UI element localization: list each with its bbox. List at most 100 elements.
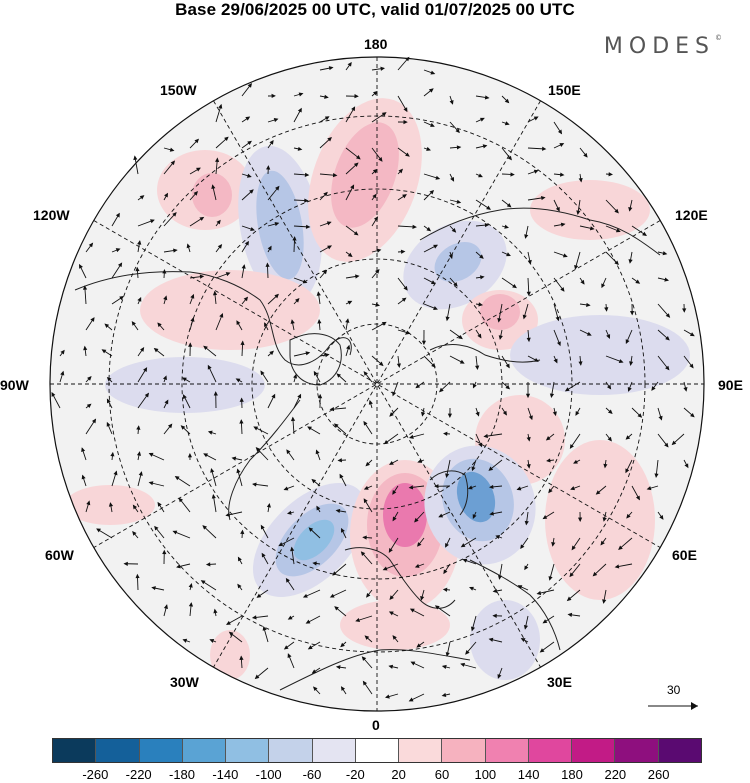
wind-arrow-head <box>392 635 397 640</box>
wind-arrow-head <box>269 350 274 356</box>
wind-arrow-head <box>326 221 332 226</box>
wind-arrow-head <box>412 224 417 229</box>
wind-arrow-head <box>271 393 276 399</box>
wind-arrow-head <box>408 697 414 702</box>
wind-arrow-head <box>246 173 252 178</box>
anomaly-positive <box>383 483 427 547</box>
wind-arrow-head <box>602 517 607 522</box>
colorbar-tick-label: 220 <box>604 767 627 782</box>
wind-arrow-head <box>545 436 551 441</box>
wind-arrow-head <box>603 463 608 469</box>
wind-arrow-head <box>405 330 411 335</box>
wind-arrow-head <box>524 520 529 526</box>
wind-arrow-head <box>123 561 128 566</box>
wind-arrow-head <box>119 296 124 301</box>
wind-arrow-head <box>366 593 371 598</box>
wind-arrow-head <box>176 564 181 569</box>
wind-arrow-head <box>245 116 251 121</box>
lon-label-150w: 150W <box>160 82 197 98</box>
wind-arrow-head <box>522 314 527 320</box>
wind-arrow-head <box>478 302 484 307</box>
colorbar-swatch <box>53 739 97 762</box>
wind-arrow-head <box>378 361 384 367</box>
wind-arrow-head <box>401 297 407 302</box>
wind-arrow-head <box>400 249 406 254</box>
wind-arrow-head <box>534 357 539 362</box>
wind-arrow-head <box>553 358 558 364</box>
wind-arrow-head <box>441 692 447 697</box>
wind-arrow-head <box>536 590 542 596</box>
colorbar-swatch <box>355 739 400 762</box>
colorbar-tick-label: -60 <box>302 767 322 782</box>
wind-arrow-head <box>196 167 201 172</box>
wind-arrow-head <box>533 116 539 121</box>
wind-arrow-head <box>180 425 186 430</box>
wind-arrow-head <box>414 517 419 523</box>
wind-arrow-head <box>426 146 431 151</box>
wind-arrow-head <box>264 322 268 328</box>
wind-arrow-head <box>305 619 311 624</box>
wind-arrow-head <box>607 436 612 442</box>
wind-arrow-head <box>559 172 565 177</box>
wind-arrow-head <box>135 573 140 579</box>
wind-arrow-head <box>202 525 208 530</box>
wind-arrow-head <box>460 543 466 548</box>
wind-arrow-head <box>625 435 631 440</box>
colorbar-tick-label: 100 <box>474 767 497 782</box>
lon-label-120w: 120W <box>33 207 70 223</box>
wind-arrow-head <box>375 302 381 307</box>
wind-arrow-head <box>216 219 221 225</box>
wind-arrow-head <box>199 274 205 279</box>
wind-arrow-head <box>211 184 216 189</box>
wind-arrow-head <box>441 664 447 669</box>
wind-arrow-head <box>231 456 237 461</box>
wind-arrow-head <box>188 582 193 588</box>
wind-arrow-head <box>104 323 110 329</box>
wind-arrow-head <box>458 334 463 340</box>
coastline <box>429 344 541 363</box>
wind-arrow-head <box>353 231 359 236</box>
wind-arrow-head <box>157 322 162 328</box>
wind-arrow-head <box>573 459 578 464</box>
wind-arrow-head <box>506 203 512 208</box>
wind-arrow-head <box>580 279 585 285</box>
wind-arrow-head <box>362 535 367 540</box>
wind-arrow-head <box>274 293 279 299</box>
wind-arrow-head <box>325 353 330 358</box>
wind-arrow-head <box>380 66 386 71</box>
wind-arrow-head <box>362 680 368 686</box>
wind-arrow-head <box>477 333 482 339</box>
wind-arrow-head <box>347 252 353 258</box>
colorbar-tick-label: -260 <box>82 767 109 782</box>
wind-arrow-head <box>635 279 641 284</box>
modes-logo: MODES© <box>604 34 722 59</box>
wind-arrow-head <box>559 143 565 147</box>
wind-arrow-head <box>290 319 295 324</box>
wind-arrow-head <box>488 484 494 489</box>
wind-arrow-head <box>247 140 252 146</box>
wind-arrow-head <box>324 94 329 99</box>
vector-scale-label: 30 <box>667 683 681 697</box>
wind-arrow-head <box>421 340 427 346</box>
wind-arrow-head <box>167 423 173 429</box>
colorbar-tick-label: 60 <box>434 767 450 782</box>
wind-arrow-head <box>381 321 387 326</box>
wind-arrow-head <box>333 423 339 428</box>
anomaly-positive <box>210 630 250 680</box>
wind-arrow-head <box>520 638 526 643</box>
wind-arrow-head <box>304 172 310 177</box>
wind-arrow-head <box>548 576 553 581</box>
coastline <box>429 470 469 516</box>
wind-arrow-head <box>287 653 292 658</box>
wind-arrow-head <box>383 439 389 445</box>
wind-arrow-head <box>225 272 231 277</box>
wind-arrow-head <box>618 359 624 364</box>
wind-arrow-head <box>430 280 436 285</box>
wind-arrow-head <box>504 121 510 126</box>
wind-arrow-head <box>403 119 408 125</box>
wind-arrow-head <box>256 593 262 598</box>
wind-arrow-head <box>311 478 317 484</box>
wind-arrow-head <box>504 224 509 229</box>
wind-arrow-head <box>378 156 383 162</box>
wind-arrow-head <box>625 339 630 345</box>
